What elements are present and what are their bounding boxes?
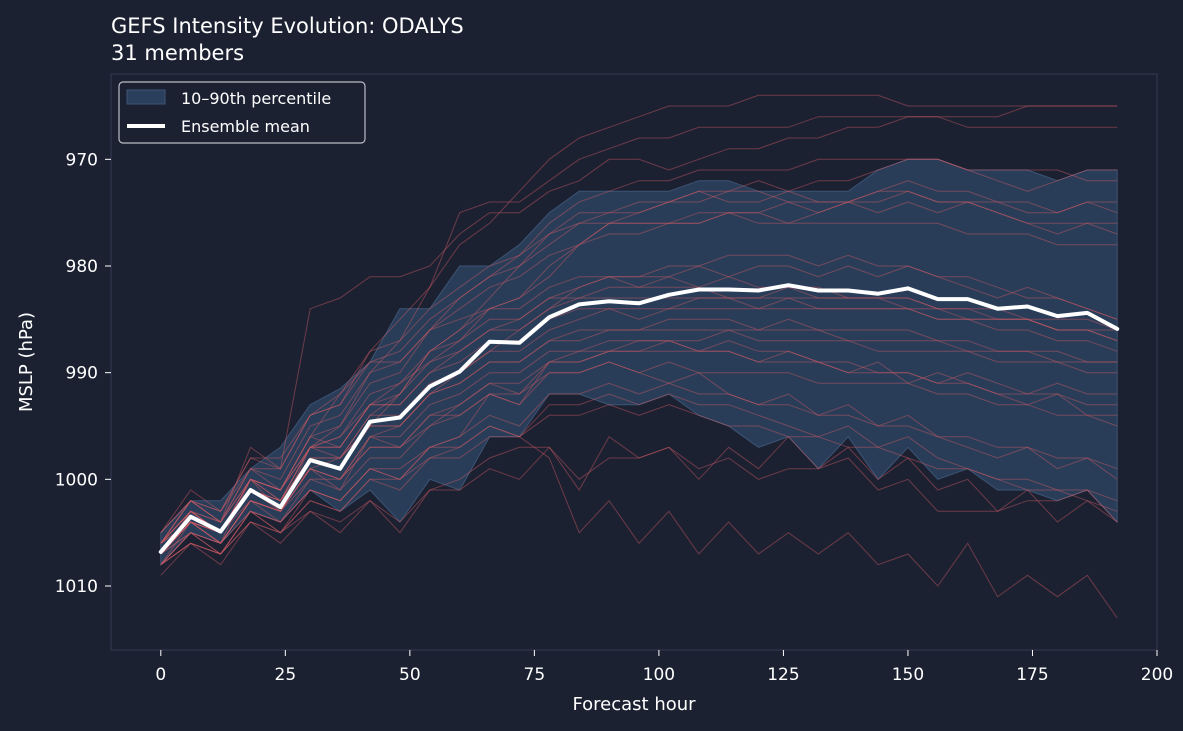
x-tick-label: 100 — [643, 665, 675, 685]
legend-mean-label: Ensemble mean — [181, 117, 310, 136]
x-axis: 0 25 50 75 100 125 150 175 200 — [155, 650, 1173, 685]
y-tick-label: 1010 — [55, 577, 98, 597]
x-tick-label: 50 — [399, 665, 421, 685]
member-line-16 — [160, 340, 1118, 555]
member-line-11 — [160, 116, 1118, 544]
x-tick-label: 125 — [767, 665, 799, 685]
member-line-21 — [160, 190, 1118, 544]
member-line-22 — [160, 297, 1118, 555]
percentile-band — [160, 158, 1118, 566]
x-tick-label: 175 — [1016, 665, 1048, 685]
y-axis-label: MSLP (hPa) — [16, 312, 37, 412]
member-line-27 — [160, 212, 1118, 544]
member-line-5 — [160, 340, 1118, 555]
member-line-12 — [160, 94, 1118, 555]
plot-frame — [110, 73, 1158, 651]
legend: 10–90th percentile Ensemble mean — [118, 81, 366, 144]
chart-subtitle: 31 members — [111, 41, 244, 65]
member-line-17 — [160, 404, 1118, 566]
x-tick-label: 25 — [275, 665, 297, 685]
member-line-26 — [160, 350, 1118, 555]
y-tick-label: 1000 — [55, 470, 98, 490]
chart-title: GEFS Intensity Evolution: ODALYS — [111, 14, 464, 38]
member-line-7 — [160, 435, 1118, 576]
member-line-1 — [160, 201, 1118, 555]
member-line-28 — [160, 329, 1118, 555]
member-line-24 — [160, 382, 1118, 566]
member-line-19 — [160, 318, 1118, 555]
member-line-10 — [160, 105, 1118, 544]
member-line-2 — [160, 265, 1118, 544]
x-tick-label: 200 — [1141, 665, 1173, 685]
member-line-25 — [160, 297, 1118, 544]
plot-area — [110, 73, 1158, 651]
member-lines — [160, 94, 1118, 619]
member-line-30 — [160, 361, 1118, 565]
legend-box — [118, 81, 366, 144]
x-tick-label: 150 — [892, 665, 924, 685]
y-tick-label: 990 — [66, 364, 98, 384]
member-line-9 — [160, 393, 1118, 555]
x-tick-label: 0 — [155, 665, 166, 685]
member-line-18 — [160, 276, 1118, 544]
y-tick-label: 980 — [66, 257, 98, 277]
member-line-29 — [160, 297, 1118, 544]
legend-band-label: 10–90th percentile — [181, 89, 331, 108]
legend-band-swatch — [126, 89, 166, 105]
x-axis-label: Forecast hour — [572, 694, 696, 715]
member-line-8 — [160, 446, 1118, 566]
member-line-14 — [160, 158, 1118, 544]
member-line-13 — [160, 190, 1118, 566]
x-tick-label: 75 — [524, 665, 546, 685]
ensemble-mean-line — [158, 283, 1120, 554]
member-line-6 — [160, 254, 1118, 544]
member-line-15 — [160, 276, 1118, 533]
y-tick-label: 970 — [66, 150, 98, 170]
member-line-4 — [160, 180, 1118, 534]
member-line-23 — [160, 158, 1118, 534]
y-axis: 970 980 990 1000 1010 — [55, 150, 111, 597]
member-line-20 — [160, 425, 1118, 619]
member-line-3 — [160, 361, 1118, 566]
